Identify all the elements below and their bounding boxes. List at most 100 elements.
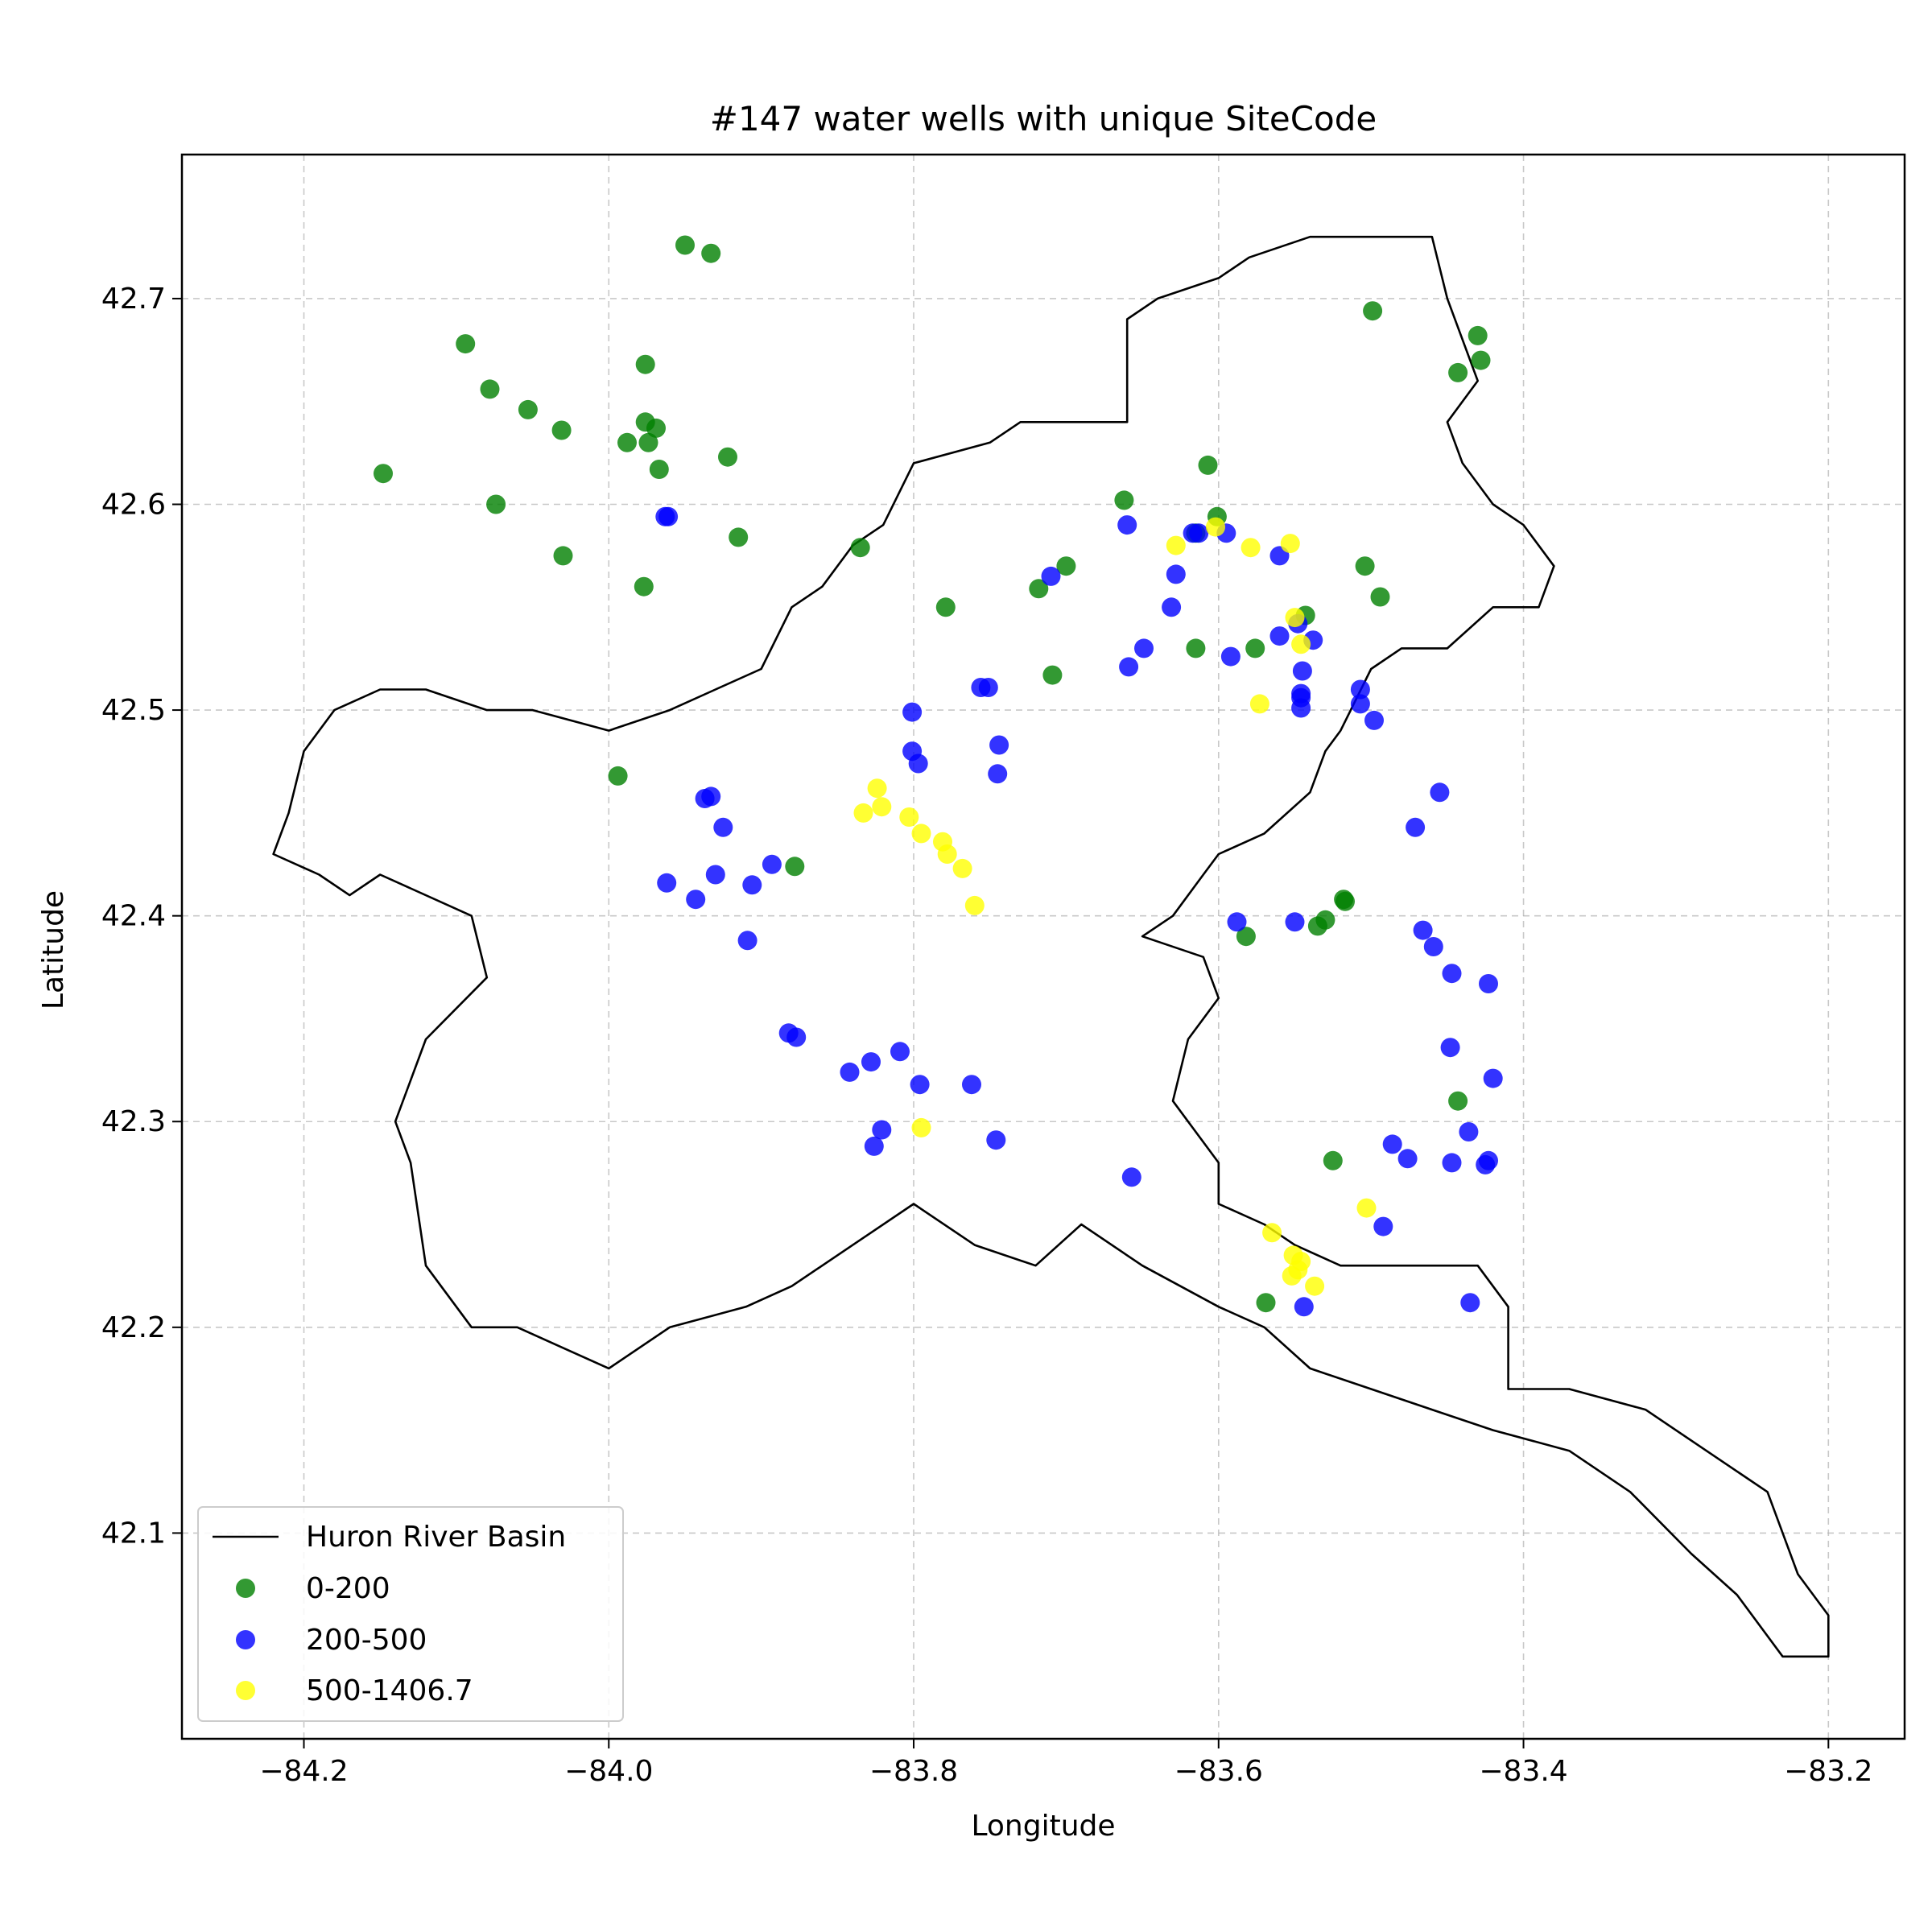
well-point: [1430, 782, 1450, 803]
well-point: [1315, 910, 1335, 930]
well-point: [861, 1052, 881, 1072]
well-point: [850, 538, 870, 558]
well-point: [729, 527, 749, 547]
well-point: [1373, 1216, 1393, 1236]
well-point: [1256, 1293, 1276, 1313]
well-point: [1355, 556, 1375, 576]
well-point: [911, 824, 931, 844]
well-point: [701, 243, 721, 263]
y-tick-label: 42.6: [101, 488, 166, 521]
well-point: [638, 432, 658, 452]
legend-label-500-1406-7: 500-1406.7: [306, 1674, 473, 1707]
legend-box: [197, 1506, 624, 1722]
x-tick-label: −83.6: [1174, 1755, 1263, 1788]
well-point: [617, 432, 637, 452]
well-point: [657, 873, 677, 893]
well-point: [1166, 564, 1186, 584]
well-point: [1041, 566, 1061, 586]
well-point: [1468, 325, 1488, 345]
well-point: [1292, 661, 1312, 681]
well-point: [1220, 646, 1241, 667]
well-point: [1280, 534, 1300, 554]
well-point: [1448, 362, 1468, 382]
well-point: [840, 1062, 860, 1082]
well-point: [1294, 1297, 1314, 1317]
well-point: [890, 1042, 910, 1062]
well-point: [1440, 1038, 1460, 1058]
series-200-500: [655, 506, 1503, 1317]
well-point: [911, 1117, 931, 1137]
well-point: [908, 753, 928, 774]
well-point: [1350, 679, 1370, 700]
well-point: [1291, 634, 1311, 654]
well-point: [553, 546, 573, 566]
well-point: [1459, 1122, 1479, 1141]
y-tick-label: 42.3: [101, 1105, 166, 1138]
well-point: [675, 235, 695, 255]
well-point: [853, 803, 873, 823]
well-point: [1335, 891, 1355, 911]
well-point: [686, 890, 706, 910]
well-point: [1134, 638, 1154, 658]
well-point: [718, 447, 737, 467]
well-point: [785, 857, 805, 877]
well-point: [1189, 523, 1209, 543]
well-point: [635, 354, 655, 374]
well-point: [937, 844, 957, 864]
well-point: [480, 379, 500, 399]
well-point: [910, 1075, 930, 1095]
x-tick-label: −84.2: [259, 1755, 348, 1788]
grid: [182, 155, 1905, 1739]
well-point: [737, 931, 758, 951]
legend: Huron River Basin 0-200 200-500 500-1406…: [197, 1506, 624, 1722]
well-point: [1269, 626, 1290, 646]
basin-outline: [272, 235, 1830, 1658]
basin-boundary: [272, 235, 1830, 1658]
well-point: [899, 807, 919, 827]
well-point: [705, 865, 725, 885]
well-point: [872, 797, 892, 817]
well-point: [1117, 515, 1137, 535]
well-point: [1282, 1265, 1302, 1286]
well-point: [1186, 638, 1206, 658]
well-point: [1350, 694, 1370, 714]
legend-marker-500-1406-7: [236, 1681, 255, 1700]
well-point: [608, 766, 628, 786]
chart-title: #147 water wells with unique SiteCode: [710, 99, 1377, 138]
well-point: [964, 895, 985, 915]
well-point: [762, 854, 782, 874]
well-point: [374, 464, 393, 484]
well-point: [986, 1130, 1006, 1150]
well-point: [1476, 1154, 1496, 1174]
y-axis-label: Latitude: [37, 890, 70, 1009]
well-point: [1364, 710, 1384, 730]
well-point: [1413, 920, 1433, 940]
well-point: [1423, 937, 1443, 956]
well-point: [1114, 490, 1134, 510]
y-tick-label: 42.1: [101, 1517, 166, 1550]
well-point: [1166, 535, 1186, 555]
y-tick-label: 42.7: [101, 283, 166, 316]
well-point: [1397, 1149, 1418, 1169]
legend-label-200-500: 200-500: [306, 1624, 427, 1657]
well-point: [1285, 608, 1305, 628]
well-point: [518, 399, 538, 419]
well-point: [649, 460, 669, 479]
well-point: [1119, 657, 1139, 677]
series-500-1406-7: [853, 517, 1377, 1296]
well-point: [646, 418, 666, 438]
well-point: [1471, 350, 1491, 370]
x-tick-label: −83.8: [869, 1755, 958, 1788]
well-point: [551, 420, 572, 440]
well-point: [867, 778, 887, 799]
well-point: [1363, 301, 1383, 321]
legend-marker-0-200: [236, 1579, 255, 1598]
well-point: [1198, 455, 1218, 475]
well-point: [1291, 698, 1311, 718]
legend-marker-200-500: [236, 1630, 255, 1649]
well-point: [962, 1075, 981, 1095]
well-point: [1029, 579, 1049, 599]
data-points: [374, 235, 1503, 1317]
well-point: [1406, 817, 1426, 837]
axes-frame: [180, 153, 1906, 1740]
